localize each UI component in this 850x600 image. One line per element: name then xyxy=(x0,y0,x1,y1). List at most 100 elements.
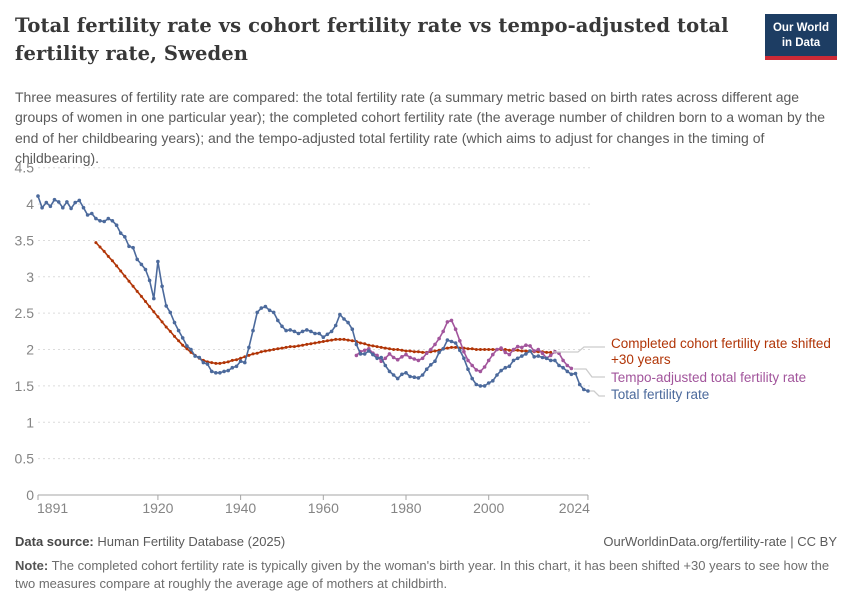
data-point xyxy=(412,350,416,354)
data-point xyxy=(437,350,441,355)
data-point xyxy=(98,219,102,223)
data-point xyxy=(297,344,300,348)
data-point xyxy=(73,200,77,205)
data-point xyxy=(114,223,119,227)
data-point xyxy=(329,329,334,334)
data-point xyxy=(445,338,450,342)
data-point xyxy=(239,356,243,360)
data-point xyxy=(388,347,391,351)
data-point xyxy=(367,343,371,347)
legend-total-line1: Total fertility rate xyxy=(611,387,710,402)
data-point xyxy=(85,213,90,217)
data-point xyxy=(334,337,338,341)
data-point xyxy=(230,365,235,370)
data-point xyxy=(177,339,181,343)
data-point xyxy=(491,352,495,357)
data-point xyxy=(276,347,280,351)
data-point xyxy=(156,315,160,319)
data-point xyxy=(424,351,429,355)
series-line xyxy=(355,319,572,373)
data-point xyxy=(226,360,230,364)
data-point xyxy=(44,200,49,205)
data-point xyxy=(189,347,193,352)
data-point xyxy=(536,354,541,358)
owid-url-link[interactable]: OurWorldinData.org/fertility-rate xyxy=(603,534,787,549)
data-point xyxy=(90,211,94,216)
data-point xyxy=(565,369,570,374)
data-point xyxy=(143,267,148,272)
legend-cohort-fertility: Completed cohort fertility rate shifted … xyxy=(611,336,849,369)
owid-logo[interactable]: Our World in Data xyxy=(765,14,837,60)
license-link[interactable]: CC BY xyxy=(797,534,837,549)
data-point xyxy=(238,359,243,363)
data-point xyxy=(288,345,292,349)
data-point xyxy=(462,356,466,361)
data-point xyxy=(379,345,383,349)
data-point xyxy=(160,284,164,289)
data-point xyxy=(193,354,197,358)
data-point xyxy=(487,348,491,351)
data-point xyxy=(180,336,185,340)
data-point xyxy=(139,262,144,267)
data-point xyxy=(495,373,499,377)
data-point xyxy=(152,310,156,314)
data-point xyxy=(404,349,408,353)
data-point xyxy=(300,329,305,334)
data-point xyxy=(354,342,359,347)
data-point xyxy=(532,349,536,353)
data-point xyxy=(486,358,491,363)
data-point xyxy=(110,219,115,223)
data-point xyxy=(176,328,181,333)
data-point xyxy=(416,358,421,363)
data-point xyxy=(524,343,528,347)
data-point xyxy=(482,384,487,388)
data-point xyxy=(359,341,362,345)
series-line xyxy=(37,195,589,392)
data-point xyxy=(486,381,491,385)
data-point xyxy=(458,339,462,343)
data-point xyxy=(127,244,131,249)
data-point xyxy=(540,351,545,355)
data-point xyxy=(69,206,73,211)
data-point xyxy=(569,366,574,371)
data-point xyxy=(135,289,139,293)
data-point xyxy=(235,358,238,362)
data-point xyxy=(524,352,528,356)
data-point xyxy=(317,340,321,344)
data-point xyxy=(375,345,379,349)
data-point xyxy=(379,355,384,360)
data-point xyxy=(284,328,288,333)
data-point xyxy=(77,198,82,203)
data-point xyxy=(478,384,483,388)
data-point xyxy=(247,353,251,357)
legend-connector-0 xyxy=(553,346,605,353)
data-point xyxy=(395,357,400,362)
data-point xyxy=(181,343,185,347)
data-point xyxy=(507,364,512,369)
data-source-text[interactable]: Human Fertility Database (2025) xyxy=(93,534,286,549)
data-point xyxy=(144,300,147,303)
data-point xyxy=(218,371,222,375)
data-source: Data source: Human Fertility Database (2… xyxy=(15,534,285,549)
data-point xyxy=(474,368,479,372)
data-point xyxy=(391,355,396,360)
data-point xyxy=(499,368,503,373)
data-point xyxy=(123,274,127,278)
data-point xyxy=(383,346,387,350)
data-point xyxy=(296,331,301,336)
data-point xyxy=(119,269,123,273)
data-point xyxy=(338,312,342,317)
data-point xyxy=(470,363,475,368)
data-point xyxy=(148,305,152,309)
data-point xyxy=(450,345,453,349)
data-point xyxy=(251,352,255,356)
data-point xyxy=(214,361,218,365)
data-point xyxy=(123,235,127,239)
data-point xyxy=(573,371,578,376)
chart-note: Note: The completed cohort fertility rat… xyxy=(15,557,837,594)
data-point xyxy=(243,360,247,365)
data-point xyxy=(354,353,359,358)
data-point xyxy=(280,346,284,350)
data-point xyxy=(412,375,417,379)
data-point xyxy=(263,349,267,353)
